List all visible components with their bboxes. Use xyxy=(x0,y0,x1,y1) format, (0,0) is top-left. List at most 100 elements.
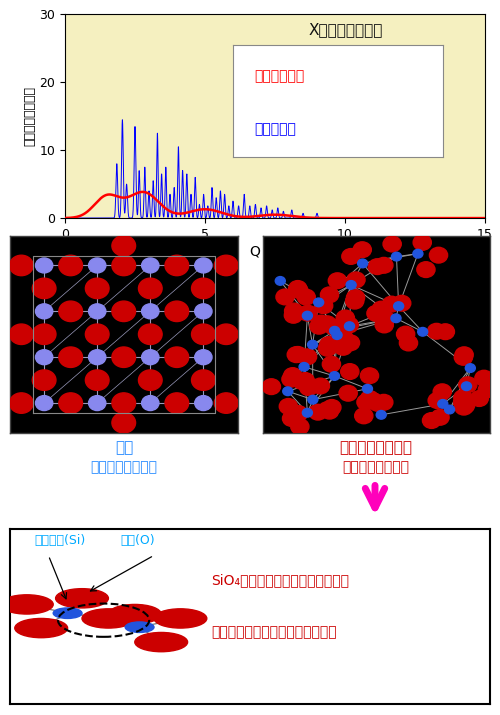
Circle shape xyxy=(314,298,332,314)
Circle shape xyxy=(165,347,188,368)
Circle shape xyxy=(15,618,68,638)
Circle shape xyxy=(478,382,496,398)
Circle shape xyxy=(59,255,82,276)
Circle shape xyxy=(396,326,414,342)
Circle shape xyxy=(125,622,154,633)
Circle shape xyxy=(214,324,238,345)
Circle shape xyxy=(433,384,452,400)
Circle shape xyxy=(194,304,212,319)
Circle shape xyxy=(112,301,136,322)
Circle shape xyxy=(302,311,312,320)
Circle shape xyxy=(59,393,82,413)
Circle shape xyxy=(376,311,394,327)
Circle shape xyxy=(357,394,375,410)
Circle shape xyxy=(353,242,372,257)
Circle shape xyxy=(194,258,212,273)
Text: X線回折パターン: X線回折パターン xyxy=(308,22,383,37)
Circle shape xyxy=(382,296,400,312)
Circle shape xyxy=(135,633,188,652)
Circle shape xyxy=(276,277,285,285)
Text: SiO₄四面体が酸素を頂点で介して: SiO₄四面体が酸素を頂点で介して xyxy=(212,573,350,587)
Circle shape xyxy=(194,350,212,365)
Circle shape xyxy=(32,278,56,299)
Circle shape xyxy=(340,317,358,332)
Text: 結合し、ネットワーク構造を作る: 結合し、ネットワーク構造を作る xyxy=(212,626,337,639)
Circle shape xyxy=(86,370,109,390)
Circle shape xyxy=(454,395,472,410)
Circle shape xyxy=(32,324,56,345)
Circle shape xyxy=(88,258,106,273)
Circle shape xyxy=(10,393,33,413)
Circle shape xyxy=(288,347,307,363)
Circle shape xyxy=(362,385,372,393)
Text: シリコン(Si): シリコン(Si) xyxy=(34,534,85,548)
Circle shape xyxy=(32,370,56,390)
Circle shape xyxy=(368,395,387,411)
Circle shape xyxy=(418,327,428,336)
Circle shape xyxy=(299,363,309,371)
Circle shape xyxy=(309,404,327,420)
Circle shape xyxy=(320,403,338,419)
Circle shape xyxy=(339,385,357,401)
Circle shape xyxy=(328,273,346,289)
Circle shape xyxy=(330,372,340,380)
Circle shape xyxy=(392,252,402,261)
Circle shape xyxy=(391,314,401,322)
Circle shape xyxy=(375,257,393,273)
Circle shape xyxy=(298,349,316,365)
Circle shape xyxy=(428,393,446,408)
Circle shape xyxy=(454,350,472,365)
Circle shape xyxy=(290,282,308,298)
Circle shape xyxy=(291,419,309,435)
Circle shape xyxy=(10,255,33,276)
Circle shape xyxy=(192,324,215,345)
Circle shape xyxy=(331,329,349,345)
Y-axis label: 規格化された強度: 規格化された強度 xyxy=(24,87,36,146)
Circle shape xyxy=(364,393,382,408)
Circle shape xyxy=(112,347,136,368)
Circle shape xyxy=(299,305,317,321)
Circle shape xyxy=(112,413,136,433)
Circle shape xyxy=(296,373,314,388)
Circle shape xyxy=(332,331,342,340)
Circle shape xyxy=(334,332,352,348)
Circle shape xyxy=(438,400,448,408)
Circle shape xyxy=(280,398,297,414)
Circle shape xyxy=(282,410,300,426)
Circle shape xyxy=(400,335,417,351)
Circle shape xyxy=(165,393,188,413)
Circle shape xyxy=(88,304,106,319)
Text: 長周期構造がない: 長周期構造がない xyxy=(342,460,409,474)
Circle shape xyxy=(368,259,386,275)
Circle shape xyxy=(444,405,454,414)
Circle shape xyxy=(86,278,109,299)
Circle shape xyxy=(282,371,300,387)
Circle shape xyxy=(320,337,338,352)
Circle shape xyxy=(302,408,312,417)
Circle shape xyxy=(53,608,82,618)
Circle shape xyxy=(475,370,493,386)
Circle shape xyxy=(394,302,404,310)
Circle shape xyxy=(288,280,307,296)
Circle shape xyxy=(283,387,293,395)
Circle shape xyxy=(436,324,454,340)
Circle shape xyxy=(154,608,207,628)
Text: 結晶: 結晶 xyxy=(115,440,133,455)
Circle shape xyxy=(346,280,356,290)
Circle shape xyxy=(354,408,373,424)
Circle shape xyxy=(0,595,53,614)
Circle shape xyxy=(142,304,159,319)
Circle shape xyxy=(346,293,364,309)
Circle shape xyxy=(372,301,390,317)
Circle shape xyxy=(334,340,352,355)
Circle shape xyxy=(360,368,378,384)
Circle shape xyxy=(342,249,360,265)
Circle shape xyxy=(192,370,215,390)
Circle shape xyxy=(376,410,386,419)
Circle shape xyxy=(284,307,302,323)
Circle shape xyxy=(417,262,435,277)
Circle shape xyxy=(88,350,106,365)
Circle shape xyxy=(86,324,109,345)
Text: 酸素(O): 酸素(O) xyxy=(120,534,155,548)
Circle shape xyxy=(470,390,488,406)
